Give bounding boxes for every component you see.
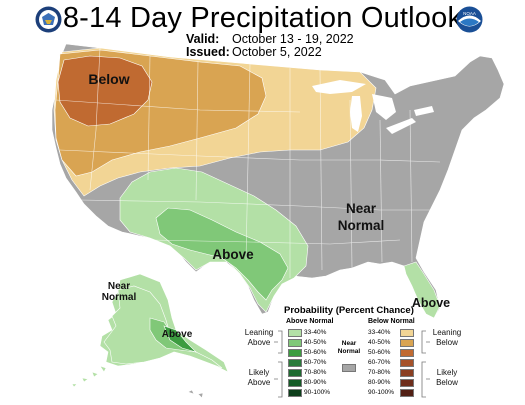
- legend-above-label: 90-100%: [304, 389, 331, 396]
- legend-below-label: 33-40%: [368, 329, 391, 336]
- legend-above-swatch: [288, 359, 302, 367]
- date-block: Valid: October 13 - 19, 2022 Issued: Octob…: [186, 33, 354, 59]
- legend-below-swatch: [400, 349, 414, 357]
- label-alaska-above: Above: [161, 329, 193, 340]
- label-below: Below: [88, 71, 130, 87]
- lake-huron: [372, 94, 396, 120]
- legend-above-label: 60-70%: [304, 359, 327, 366]
- legend-above-label: 50-60%: [304, 349, 327, 356]
- legend-above-swatch: [288, 339, 302, 347]
- legend-title: Probability (Percent Chance): [284, 305, 414, 316]
- issued-label: Issued:: [186, 45, 230, 59]
- legend-below-label: 40-50%: [368, 339, 391, 346]
- valid-label: Valid:: [186, 32, 220, 46]
- legend-below-swatch: [400, 329, 414, 337]
- legend-above-header: Above Normal: [286, 318, 334, 325]
- legend-below-swatch: [400, 389, 414, 397]
- legend-above-swatch: [288, 349, 302, 357]
- valid-value: October 13 - 19, 2022: [232, 32, 354, 46]
- legend-leaning-below: Leaning Below: [432, 328, 462, 347]
- legend-above-label: 70-80%: [304, 369, 327, 376]
- legend-below-label: 50-60%: [368, 349, 391, 356]
- noaa-logo-text: NOAA: [463, 11, 476, 16]
- label-alaska-near-normal: Near Normal: [101, 281, 137, 303]
- legend-below-swatch: [400, 379, 414, 387]
- lake-superior: [312, 80, 366, 94]
- aleutian-islands: [71, 365, 107, 388]
- legend-above-label: 80-90%: [304, 379, 327, 386]
- legend-leaning-above: Leaning Above: [244, 328, 274, 347]
- legend-above-label: 40-50%: [304, 339, 327, 346]
- lake-erie: [386, 118, 416, 134]
- lake-michigan: [350, 96, 362, 132]
- legend-below-label: 70-80%: [368, 369, 391, 376]
- page-title: 8-14 Day Precipitation Outlook: [62, 2, 463, 34]
- issued-value: October 5, 2022: [232, 45, 322, 59]
- legend-below-label: 80-90%: [368, 379, 391, 386]
- state-boundaries: [55, 47, 441, 278]
- legend-below-swatch: [400, 339, 414, 347]
- legend-below-label: 90-100%: [368, 389, 395, 396]
- noaa-logo-icon: NOAA: [456, 6, 483, 33]
- legend-likely-below: Likely Below: [436, 368, 458, 387]
- label-florida-above: Above: [411, 296, 451, 310]
- below-region-50-60: [57, 55, 153, 127]
- label-above: Above: [212, 247, 254, 262]
- legend-above-swatch: [288, 369, 302, 377]
- label-near-normal: Near Normal: [337, 201, 385, 233]
- legend-below-swatch: [400, 359, 414, 367]
- legend-brackets: [274, 330, 430, 398]
- legend-near-normal-label: Near Normal: [337, 340, 361, 355]
- legend-below-header: Below Normal: [368, 318, 415, 325]
- legend-below-label: 60-70%: [368, 359, 391, 366]
- legend-above-swatch: [288, 389, 302, 397]
- probability-legend: Probability (Percent Chance) Above Norma…: [240, 300, 472, 405]
- legend-above-swatch: [288, 379, 302, 387]
- lake-ontario: [414, 106, 434, 116]
- legend-near-normal-swatch: [342, 364, 356, 372]
- florida-above-region: [403, 261, 441, 319]
- hawaii-islands: [187, 389, 204, 399]
- legend-above-swatch: [288, 329, 302, 337]
- legend-below-swatch: [400, 369, 414, 377]
- legend-likely-above: Likely Above: [247, 368, 271, 387]
- above-region-40-50: [155, 207, 289, 301]
- alaska-above-dark: [163, 325, 198, 353]
- doc-seal-icon: [35, 6, 62, 33]
- legend-above-label: 33-40%: [304, 329, 327, 336]
